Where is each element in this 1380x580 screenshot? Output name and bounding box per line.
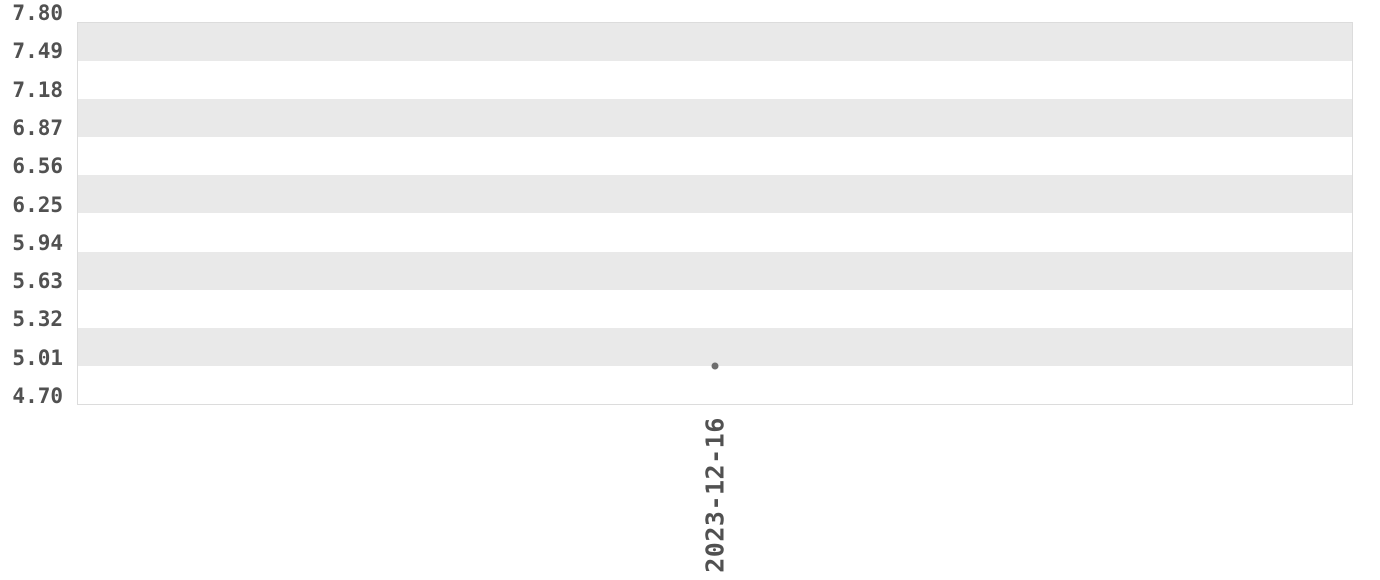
- y-tick-label: 7.80: [12, 1, 63, 26]
- y-tick-label: 5.63: [12, 269, 63, 294]
- grid-band: [78, 365, 1352, 404]
- plot-area: [77, 22, 1353, 405]
- y-tick-label: 6.87: [12, 115, 63, 140]
- y-tick-label: 5.32: [12, 307, 63, 332]
- grid-band: [78, 289, 1352, 328]
- grid-band: [78, 137, 1352, 176]
- y-tick-label: 7.49: [12, 39, 63, 64]
- grid-band: [78, 213, 1352, 252]
- grid-band: [78, 23, 1352, 62]
- grid-band: [78, 61, 1352, 100]
- grid-band: [78, 327, 1352, 366]
- y-tick-label: 5.94: [12, 230, 63, 255]
- y-axis-tick-labels: 7.80 7.49 7.18 6.87 6.56 6.25 5.94 5.63 …: [0, 3, 63, 409]
- grid-band: [78, 251, 1352, 290]
- y-tick-label: 4.70: [12, 384, 63, 409]
- x-tick-label: 2023-12-16: [700, 417, 730, 573]
- data-point[interactable]: [711, 362, 719, 370]
- y-tick-label: 6.25: [12, 192, 63, 217]
- y-tick-label: 6.56: [12, 154, 63, 179]
- y-tick-label: 5.01: [12, 345, 63, 370]
- grid-band: [78, 175, 1352, 214]
- grid-band: [78, 99, 1352, 138]
- y-tick-label: 7.18: [12, 77, 63, 102]
